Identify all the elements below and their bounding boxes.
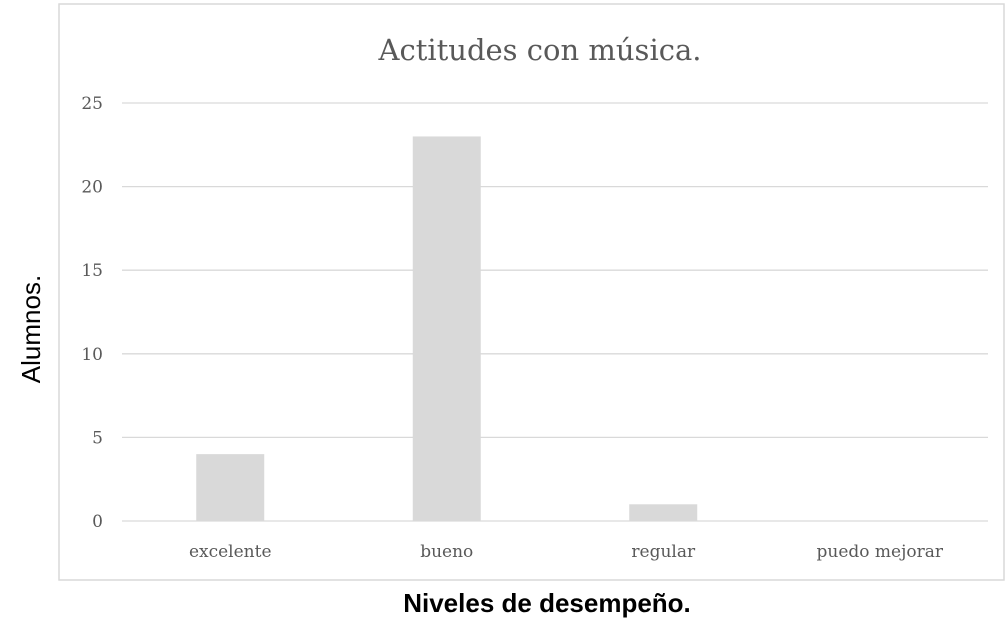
bar-excelente bbox=[196, 454, 265, 521]
x-category-label: bueno bbox=[420, 542, 473, 562]
x-category-label: puedo mejorar bbox=[817, 542, 944, 562]
bars bbox=[196, 136, 698, 521]
bar-regular bbox=[629, 504, 698, 521]
gridlines bbox=[122, 102, 988, 522]
y-tick-label: 10 bbox=[81, 345, 103, 365]
y-tick-label: 5 bbox=[92, 428, 103, 448]
x-axis-label: Niveles de desempeño. bbox=[403, 588, 691, 618]
x-category-label: excelente bbox=[189, 542, 272, 562]
bar-bueno bbox=[412, 136, 481, 521]
y-tick-label: 25 bbox=[81, 94, 103, 114]
y-axis-ticks: 0 5 10 15 20 25 bbox=[81, 94, 103, 532]
x-category-label: regular bbox=[631, 542, 696, 562]
y-tick-label: 0 bbox=[92, 512, 103, 532]
y-tick-label: 20 bbox=[81, 178, 103, 198]
chart-title: Actitudes con música. bbox=[378, 33, 702, 67]
x-axis-categories: excelente bueno regular puedo mejorar bbox=[189, 542, 944, 562]
y-axis-label: Alumnos. bbox=[16, 275, 46, 383]
y-tick-label: 15 bbox=[81, 261, 103, 281]
